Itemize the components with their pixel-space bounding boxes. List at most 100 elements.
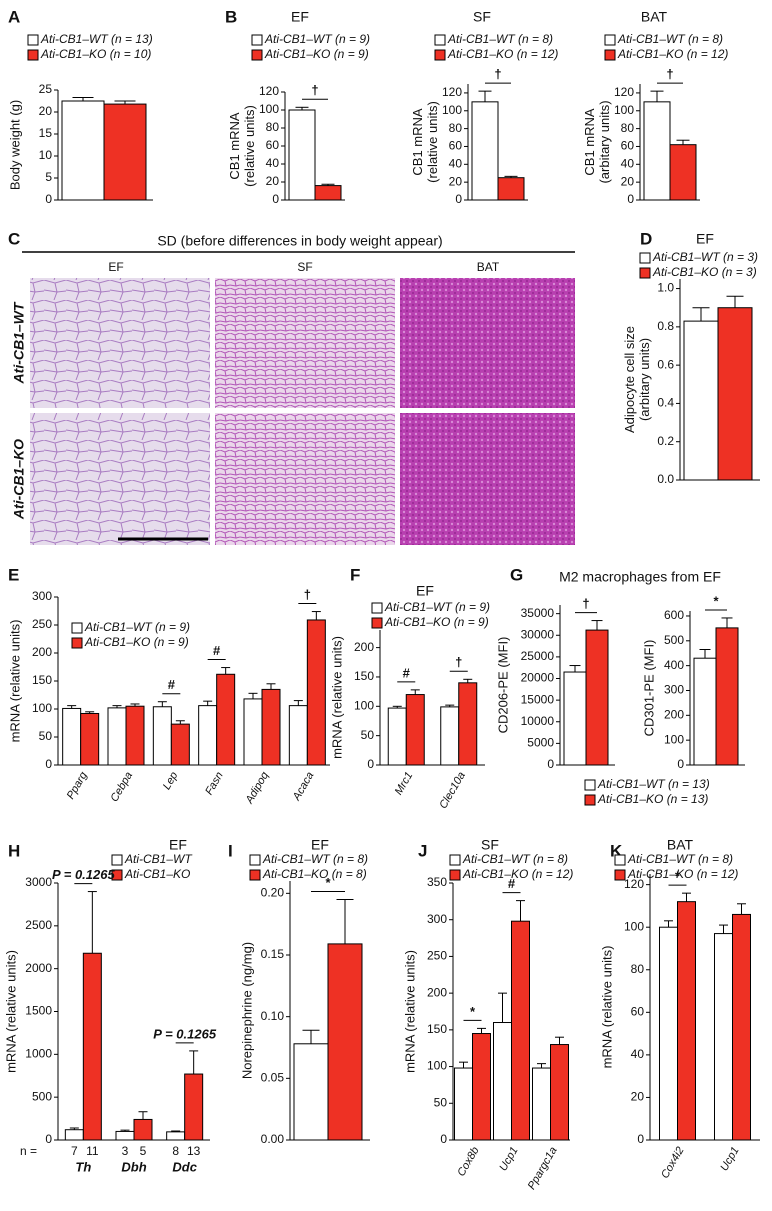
legend-label: Ati-CB1–KO (n = 10) [40, 47, 151, 61]
y-tick-label: 1500 [25, 1004, 52, 1018]
y-tick-label: 40 [621, 156, 635, 170]
y-tick-label: 300 [32, 589, 52, 603]
legend-label: Ati-CB1–KO (n = 12) [627, 867, 738, 881]
y-tick-label: 20 [39, 104, 53, 118]
chart-title: EF [311, 837, 329, 853]
x-tick-label: Fasn [203, 770, 226, 797]
bar [125, 705, 145, 766]
y-tick-label: 500 [664, 633, 684, 647]
bar [152, 706, 172, 766]
y-tick-label: 15 [39, 126, 53, 140]
significance-label: * [470, 1004, 476, 1019]
bar [64, 1129, 84, 1141]
y-tick-label: 100 [442, 103, 462, 117]
bar [511, 920, 530, 1141]
legend-label: Ati-CB1–KO (n = 8) [262, 867, 367, 881]
y-axis-label: Body weight (g) [7, 100, 22, 190]
y-tick-label: 0.10 [261, 1009, 285, 1023]
y-tick-label: 25000 [521, 649, 555, 663]
y-tick-label: 150 [32, 673, 52, 687]
y-tick-label: 60 [266, 138, 280, 152]
y-axis-label: (relative units) [425, 101, 440, 183]
y-tick-label: 0 [627, 192, 634, 206]
y-tick-label: 400 [664, 658, 684, 672]
y-axis-label: CB1 mRNA [227, 112, 242, 180]
bar [714, 933, 733, 1141]
legend-swatch [71, 637, 83, 649]
panel-letter: D [640, 229, 652, 248]
y-tick-label: 0.4 [657, 396, 674, 410]
y-axis-label: mRNA (relative units) [402, 950, 417, 1073]
y-tick-label: 300 [664, 683, 684, 697]
y-tick-label: 120 [624, 877, 644, 891]
legend-swatch [434, 34, 446, 46]
bar [405, 694, 425, 766]
bar [454, 1067, 473, 1141]
chart-title: BAT [667, 837, 694, 853]
y-tick-label: 10 [39, 148, 53, 162]
y-tick-label: 40 [449, 156, 463, 170]
y-tick-label: 0 [547, 757, 554, 771]
y-tick-label: 100 [427, 1059, 447, 1073]
bar [677, 901, 696, 1141]
y-axis-label: Norepinephrine (ng/mg) [239, 942, 254, 1079]
y-tick-label: 80 [449, 121, 463, 135]
bar [458, 682, 478, 766]
chart-title: EF [169, 837, 187, 853]
micrograph [215, 278, 395, 408]
significance-label: * [675, 869, 681, 884]
chart-title: SF [473, 9, 491, 25]
y-tick-label: 100 [354, 698, 374, 712]
n-label: 5 [140, 1144, 147, 1158]
legend-swatch [251, 49, 263, 61]
legend-label: Ati-CB1–KO (n = 12) [617, 47, 728, 61]
bar [550, 1044, 569, 1141]
panel-c: C SD (before differences in body weight … [8, 229, 575, 545]
y-tick-label: 25 [39, 82, 53, 96]
legend-swatch [614, 854, 626, 866]
y-tick-label: 50 [434, 1095, 448, 1109]
y-tick-label: 0 [367, 757, 374, 771]
bar [497, 177, 525, 201]
y-axis-label: mRNA (relative units) [599, 946, 614, 1069]
bar [715, 627, 739, 766]
column-label: SF [297, 260, 312, 274]
n-row-label: n = [20, 1144, 37, 1158]
row-label: Ati-CB1–KO [11, 439, 27, 520]
bar [184, 1073, 204, 1141]
y-axis-label: (arbitary units) [597, 100, 612, 183]
y-tick-label: 20 [266, 174, 280, 188]
y-tick-label: 60 [631, 1004, 645, 1018]
x-tick-label: Acaca [290, 770, 316, 803]
chart-title: M2 macrophages from EF [559, 569, 721, 585]
panel-title: SD (before differences in body weight ap… [157, 233, 442, 249]
legend-swatch [584, 779, 596, 791]
significance-label: * [325, 875, 331, 890]
legend-swatch [27, 34, 39, 46]
x-tick-label: Ppargc1a [526, 1145, 560, 1192]
legend-label: Ati-CB1–WT (n = 9) [384, 600, 490, 614]
panel-letter: F [350, 565, 360, 584]
legend-swatch [639, 252, 651, 264]
legend-label: Ati-CB1–WT (n = 9) [84, 620, 190, 634]
x-tick-label: Ddc [172, 1159, 197, 1174]
bar [717, 307, 753, 481]
y-tick-label: 0 [45, 757, 52, 771]
micrograph [215, 413, 395, 545]
y-tick-label: 600 [664, 608, 684, 622]
legend-label: Ati-CB1–KO [124, 867, 190, 881]
x-tick-label: Cox4i2 [659, 1145, 687, 1181]
bar [585, 629, 609, 766]
significance-label: † [582, 596, 589, 611]
y-tick-label: 0 [677, 757, 684, 771]
x-tick-label: Ucp1 [497, 1145, 520, 1173]
n-label: 8 [172, 1144, 179, 1158]
y-tick-label: 300 [427, 912, 447, 926]
y-tick-label: 200 [427, 985, 447, 999]
n-label: 3 [122, 1144, 129, 1158]
y-tick-label: 0.0 [657, 472, 674, 486]
y-axis-label: CD301-PE (MFI) [641, 640, 656, 737]
y-tick-label: 50 [39, 729, 53, 743]
y-tick-label: 100 [664, 732, 684, 746]
legend-label: Ati-CB1–WT (n = 8) [617, 32, 723, 46]
